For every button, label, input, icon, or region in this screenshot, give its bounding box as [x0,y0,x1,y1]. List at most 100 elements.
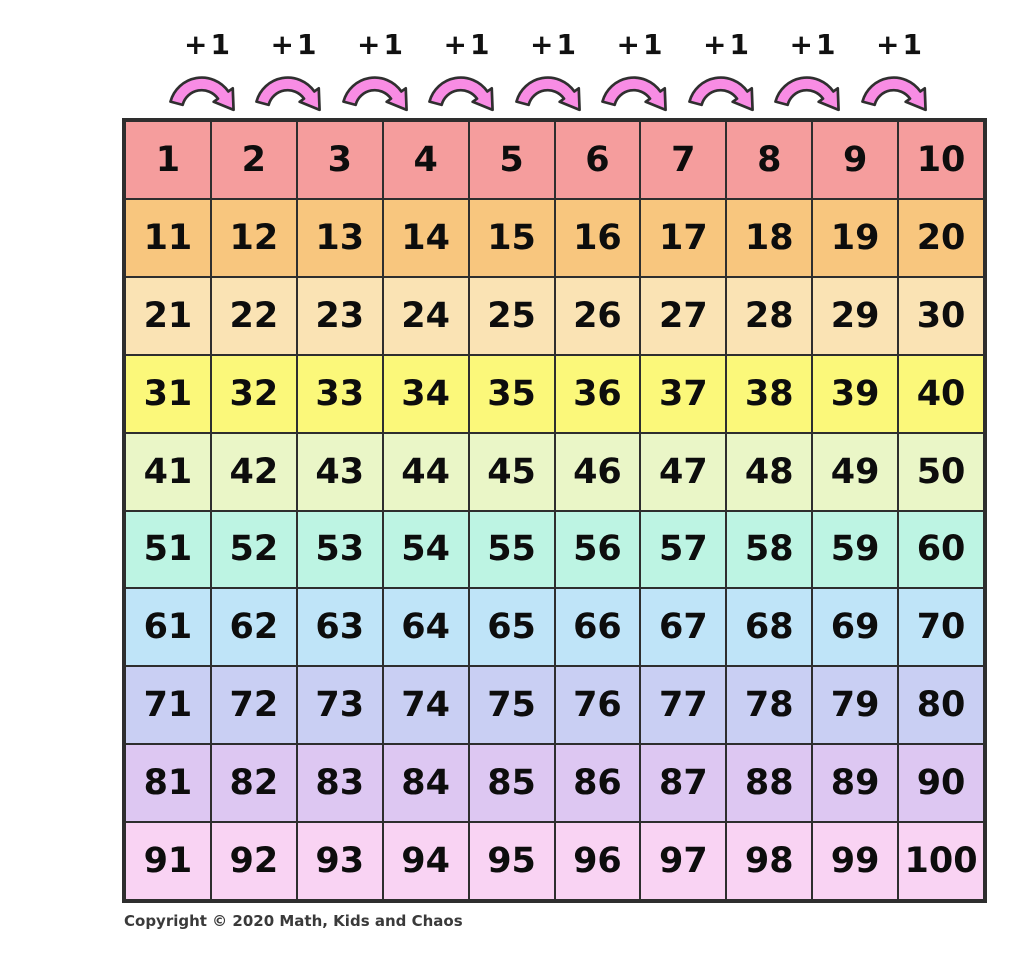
plus-one-arrow-icon [255,76,321,112]
hundred-chart-grid: 1 2 3 4 5 6 7 8 9 10 11 12 13 14 15 16 17 18 19 20 21 22 23 24 2… [122,118,987,903]
grid-cell-3: 3 [296,121,383,199]
grid-cell-2: 2 [210,121,297,199]
grid-cell-40: 40 [898,354,984,433]
grid-cell-68: 68 [726,588,813,667]
grid-cell-4: 4 [382,121,469,199]
grid-cell-52: 52 [210,510,297,589]
grid-cell-64: 64 [382,588,469,667]
grid-cell-41: 41 [125,432,211,511]
grid-cell-74: 74 [382,666,469,745]
grid-cell-92: 92 [210,822,297,900]
plus-one-label: +1 [184,28,233,61]
grid-cell-22: 22 [210,276,297,355]
grid-cell-7: 7 [640,121,727,199]
plus-one-arrow-icon [601,76,667,112]
grid-cell-67: 67 [640,588,727,667]
grid-cell-6: 6 [554,121,641,199]
grid-cell-49: 49 [812,432,899,511]
grid-cell-79: 79 [812,666,899,745]
grid-cell-27: 27 [640,276,727,355]
grid-cell-9: 9 [812,121,899,199]
grid-cell-21: 21 [125,276,211,355]
plus-one-label: +1 [357,28,406,61]
grid-cell-81: 81 [125,744,211,823]
grid-cell-96: 96 [554,822,641,900]
grid-cell-51: 51 [125,510,211,589]
grid-cell-61: 61 [125,588,211,667]
grid-cell-29: 29 [812,276,899,355]
plus-one-label: +1 [530,28,579,61]
grid-cell-97: 97 [640,822,727,900]
grid-cell-42: 42 [210,432,297,511]
grid-cell-70: 70 [898,588,984,667]
grid-cell-56: 56 [554,510,641,589]
grid-cell-86: 86 [554,744,641,823]
grid-cell-31: 31 [125,354,211,433]
grid-cell-94: 94 [382,822,469,900]
grid-cell-26: 26 [554,276,641,355]
grid-cell-17: 17 [640,198,727,277]
grid-cell-12: 12 [210,198,297,277]
grid-cell-10: 10 [898,121,984,199]
grid-cell-32: 32 [210,354,297,433]
grid-cell-73: 73 [296,666,383,745]
grid-cell-98: 98 [726,822,813,900]
grid-cell-54: 54 [382,510,469,589]
grid-cell-99: 99 [812,822,899,900]
grid-cell-36: 36 [554,354,641,433]
grid-cell-89: 89 [812,744,899,823]
grid-cell-44: 44 [382,432,469,511]
grid-cell-25: 25 [468,276,555,355]
grid-cell-62: 62 [210,588,297,667]
grid-cell-78: 78 [726,666,813,745]
grid-cell-20: 20 [898,198,984,277]
grid-cell-11: 11 [125,198,211,277]
plus-one-label: +1 [270,28,320,61]
plus-one-arrow-icon [774,76,840,112]
grid-cell-63: 63 [296,588,383,667]
plus-one-arrow-icon [687,76,754,112]
grid-cell-95: 95 [468,822,555,900]
grid-cell-76: 76 [554,666,641,745]
grid-cell-53: 53 [296,510,383,589]
grid-cell-83: 83 [296,744,383,823]
grid-cell-60: 60 [898,510,984,589]
grid-cell-58: 58 [726,510,813,589]
grid-cell-45: 45 [468,432,555,511]
grid-cell-82: 82 [210,744,297,823]
grid-cell-69: 69 [812,588,899,667]
grid-cell-93: 93 [296,822,383,900]
grid-cell-65: 65 [468,588,555,667]
grid-cell-24: 24 [382,276,469,355]
grid-cell-88: 88 [726,744,813,823]
grid-cell-72: 72 [210,666,297,745]
grid-cell-46: 46 [554,432,641,511]
grid-cell-14: 14 [382,198,469,277]
grid-cell-35: 35 [468,354,555,433]
plus-one-arrow-icon [428,76,494,112]
grid-cell-33: 33 [296,354,383,433]
plus-one-label: +1 [876,28,925,61]
grid-cell-13: 13 [296,198,383,277]
grid-cell-34: 34 [382,354,469,433]
grid-cell-18: 18 [726,198,813,277]
grid-cell-50: 50 [898,432,984,511]
grid-cell-15: 15 [468,198,555,277]
plus-one-arrow-icon [341,76,408,112]
grid-cell-90: 90 [898,744,984,823]
grid-cell-39: 39 [812,354,899,433]
grid-cell-59: 59 [812,510,899,589]
grid-cell-75: 75 [468,666,555,745]
grid-cell-16: 16 [554,198,641,277]
grid-cell-28: 28 [726,276,813,355]
grid-cell-19: 19 [812,198,899,277]
grid-cell-87: 87 [640,744,727,823]
grid-cell-80: 80 [898,666,984,745]
grid-cell-1: 1 [125,121,211,199]
grid-cell-48: 48 [726,432,813,511]
grid-cell-66: 66 [554,588,641,667]
grid-cell-23: 23 [296,276,383,355]
plus-one-label: +1 [703,28,752,61]
plus-one-arrow-icon [860,76,927,112]
